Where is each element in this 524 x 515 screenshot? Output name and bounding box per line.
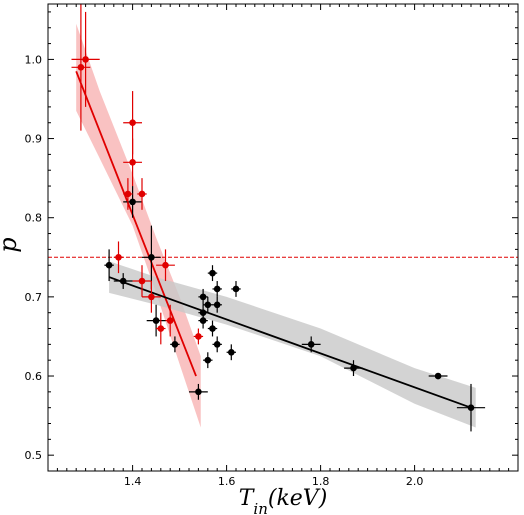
data-point	[142, 281, 161, 313]
point-marker	[307, 341, 315, 348]
data-point	[189, 383, 208, 400]
data-point	[156, 249, 175, 282]
point-marker	[350, 364, 357, 372]
tick-labels: 1.4 1.6 1.8 2.0 0.5 0.6 0.7 0.8 0.9 1.0	[25, 53, 424, 488]
point-marker	[129, 159, 136, 166]
point-marker	[209, 325, 216, 332]
point-marker	[162, 261, 169, 269]
point-marker	[209, 269, 216, 277]
data-point	[212, 336, 222, 353]
point-marker	[138, 190, 146, 198]
point-marker	[129, 119, 136, 127]
point-marker	[119, 277, 127, 285]
y-tick-label: 0.8	[25, 212, 43, 225]
point-marker	[204, 301, 212, 309]
y-tick-label: 0.7	[25, 291, 43, 304]
data-point	[207, 265, 218, 282]
x-tick-label: 2.0	[406, 475, 424, 488]
point-marker	[199, 293, 207, 301]
point-marker	[199, 317, 207, 324]
data-point	[113, 241, 124, 274]
data-point	[231, 281, 241, 297]
data-point	[226, 344, 236, 361]
data-point	[113, 273, 133, 289]
data-point	[123, 138, 142, 187]
data-point	[104, 249, 114, 282]
axis-ticks	[48, 4, 519, 472]
point-marker	[138, 277, 146, 285]
data-point	[198, 288, 208, 305]
point-marker	[157, 325, 165, 332]
point-marker	[228, 348, 235, 356]
data-point	[132, 265, 152, 297]
data-point	[456, 383, 486, 432]
fit-lines	[75, 70, 472, 409]
point-marker	[195, 333, 202, 340]
data-point	[198, 312, 208, 329]
y-tick-label: 0.9	[25, 133, 43, 146]
point-marker	[171, 341, 179, 348]
point-marker	[204, 356, 212, 364]
point-marker	[213, 301, 221, 309]
confidence-band-2	[109, 261, 476, 428]
y-tick-label: 0.6	[25, 370, 43, 383]
data-point	[193, 328, 204, 345]
data-points	[71, 4, 486, 432]
data-point	[207, 320, 218, 337]
data-point	[301, 336, 321, 353]
point-marker	[105, 261, 113, 269]
point-marker	[82, 56, 89, 63]
data-point	[137, 178, 147, 210]
point-marker	[129, 198, 136, 206]
x-tick-label: 1.4	[124, 475, 142, 488]
point-marker	[124, 190, 132, 198]
data-point	[142, 225, 161, 289]
confidence-band-1	[76, 23, 201, 428]
point-marker	[213, 285, 221, 293]
y-axis-label: p	[0, 237, 22, 252]
data-point	[203, 352, 213, 369]
data-point	[123, 178, 133, 210]
point-marker	[213, 341, 221, 348]
fit-line-1	[75, 70, 197, 377]
x-tick-label: 1.6	[218, 475, 236, 488]
data-point	[203, 296, 213, 313]
point-marker	[148, 253, 155, 261]
point-marker	[115, 253, 122, 261]
data-point	[212, 281, 222, 297]
point-marker	[152, 317, 160, 324]
point-marker	[77, 64, 85, 71]
point-marker	[195, 388, 202, 396]
data-point	[71, 4, 91, 131]
point-marker	[166, 317, 174, 324]
data-point	[165, 304, 175, 337]
data-point	[156, 312, 166, 345]
data-point	[428, 372, 448, 380]
data-point	[170, 336, 180, 353]
point-marker	[434, 372, 442, 380]
point-marker	[467, 404, 475, 411]
x-axis-label: Tin(keV)	[239, 486, 328, 515]
fit-line-2	[108, 276, 472, 409]
data-point	[212, 296, 222, 313]
data-point	[146, 304, 166, 337]
data-point	[344, 360, 363, 377]
y-tick-label: 1.0	[25, 53, 43, 66]
point-marker	[232, 285, 240, 293]
point-marker	[148, 293, 155, 301]
data-point	[123, 186, 142, 218]
data-point	[71, 11, 100, 107]
x-tick-label: 1.8	[312, 475, 330, 488]
y-tick-label: 0.5	[25, 449, 43, 462]
